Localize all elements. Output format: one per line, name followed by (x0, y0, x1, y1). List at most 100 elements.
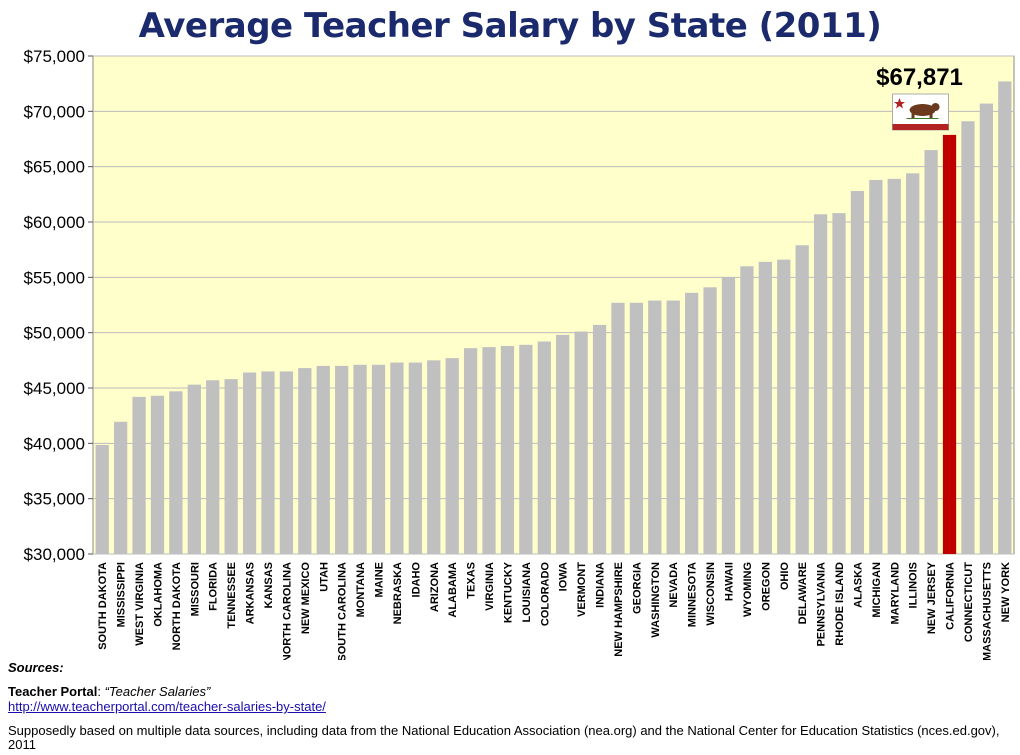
bar (279, 371, 294, 554)
x-tick-label: CALIFORNIA (945, 562, 957, 630)
bar (998, 81, 1012, 554)
x-tick-label: SOUTH DAKOTA (97, 562, 109, 650)
x-tick-label: DELAWARE (797, 562, 809, 624)
x-tick-label: HAWAII (723, 562, 735, 601)
source-separator: : (97, 684, 105, 699)
bar (150, 395, 165, 554)
bar (832, 213, 846, 554)
x-tick-label: IOWA (558, 562, 570, 591)
bar (482, 347, 496, 554)
bar (500, 345, 515, 554)
x-tick-label: TENNESSEE (226, 562, 238, 629)
bar (298, 368, 312, 554)
x-tick-label: MARYLAND (889, 562, 901, 625)
x-tick-label: VERMONT (576, 562, 588, 617)
x-tick-label: PENNSYLVANIA (816, 562, 828, 647)
x-tick-label: NORTH DAKOTA (171, 562, 183, 650)
bar (95, 444, 109, 554)
y-tick-label: $35,000 (24, 490, 85, 509)
x-tick-label: ILLINOIS (908, 562, 920, 608)
x-tick-label: OREGON (760, 562, 772, 611)
bar (777, 259, 791, 554)
y-tick-label: $55,000 (24, 268, 85, 287)
x-tick-label: ALASKA (852, 562, 864, 608)
bar (721, 277, 736, 554)
x-tick-label: NEW HAMPSHIRE (613, 562, 625, 657)
y-tick-label: $45,000 (24, 379, 85, 398)
x-tick-label: ARKANSAS (245, 562, 257, 624)
bar (224, 379, 238, 554)
x-tick-label: WYOMING (742, 562, 754, 617)
x-tick-label: ARIZONA (429, 562, 441, 612)
bar (242, 372, 257, 554)
y-tick-label: $40,000 (24, 434, 85, 453)
bar (390, 362, 404, 554)
bar (445, 358, 459, 554)
bar (316, 365, 330, 554)
y-tick-label: $70,000 (24, 102, 85, 121)
y-tick-label: $50,000 (24, 324, 85, 343)
bar (795, 245, 809, 555)
bar (169, 391, 183, 554)
x-tick-label: NEW JERSEY (926, 561, 938, 634)
bar (758, 261, 772, 554)
x-tick-label: KENTUCKY (502, 561, 514, 623)
bar (740, 266, 754, 554)
bar (261, 371, 275, 554)
x-tick-label: NEW YORK (1000, 562, 1012, 622)
x-tick-label: NORTH CAROLINA (281, 562, 293, 660)
x-tick-label: COLORADO (539, 562, 551, 627)
x-tick-label: TEXAS (466, 562, 478, 599)
x-tick-label: IDAHO (410, 562, 422, 598)
source-link[interactable]: http://www.teacherportal.com/teacher-sal… (8, 699, 326, 714)
bar (519, 344, 533, 554)
source-note: Supposedly based on multiple data source… (8, 723, 1000, 752)
x-tick-label: UTAH (318, 562, 330, 592)
bar (850, 191, 865, 554)
x-tick-label: NEVADA (668, 562, 680, 608)
x-tick-label: MISSISSIPPI (116, 562, 128, 627)
bar (611, 302, 625, 554)
x-tick-label: MONTANA (355, 562, 367, 617)
bar (629, 302, 644, 554)
x-tick-label: WISCONSIN (705, 562, 717, 626)
bar (961, 121, 975, 554)
bar (556, 334, 570, 554)
x-tick-label: OHIO (779, 562, 791, 591)
bar (537, 341, 551, 554)
bar (335, 365, 349, 554)
bar (463, 348, 478, 554)
x-tick-label: LOUISIANA (521, 562, 533, 623)
bar (869, 179, 883, 555)
bar (574, 331, 588, 554)
bar (942, 134, 957, 554)
bar (206, 380, 220, 554)
bar (592, 324, 607, 554)
x-tick-label: NEBRASKA (392, 562, 404, 624)
x-tick-label: MINNESOTA (687, 562, 699, 627)
bar (648, 300, 662, 554)
x-tick-label: MASSACHUSETTS (981, 562, 993, 660)
x-tick-label: MAINE (374, 562, 386, 597)
bar (353, 364, 367, 554)
x-tick-label: GEORGIA (631, 562, 643, 614)
highlight-label: $67,871 (876, 64, 963, 91)
bar (187, 384, 201, 554)
x-tick-label: FLORIDA (208, 562, 220, 611)
chart-title: Average Teacher Salary by State (2011) (138, 6, 882, 46)
x-tick-label: WEST VIRGINIA (134, 562, 146, 646)
x-tick-label: VIRGINIA (484, 562, 496, 611)
source-citation: Teacher Portal: “Teacher Salaries” (8, 684, 210, 699)
bar (113, 421, 128, 554)
y-tick-label: $30,000 (24, 545, 85, 564)
y-tick-label: $65,000 (24, 158, 85, 177)
x-tick-label: WASHINGTON (650, 562, 662, 638)
x-tick-label: OKLAHOMA (152, 562, 164, 627)
bar (132, 396, 146, 554)
x-tick-label: SOUTH CAROLINA (337, 562, 349, 660)
x-tick-label: MICHIGAN (871, 562, 883, 618)
y-tick-label: $60,000 (24, 213, 85, 232)
bar (887, 178, 901, 554)
x-tick-label: CONNECTICUT (963, 562, 975, 642)
source-title: “Teacher Salaries” (104, 684, 211, 699)
